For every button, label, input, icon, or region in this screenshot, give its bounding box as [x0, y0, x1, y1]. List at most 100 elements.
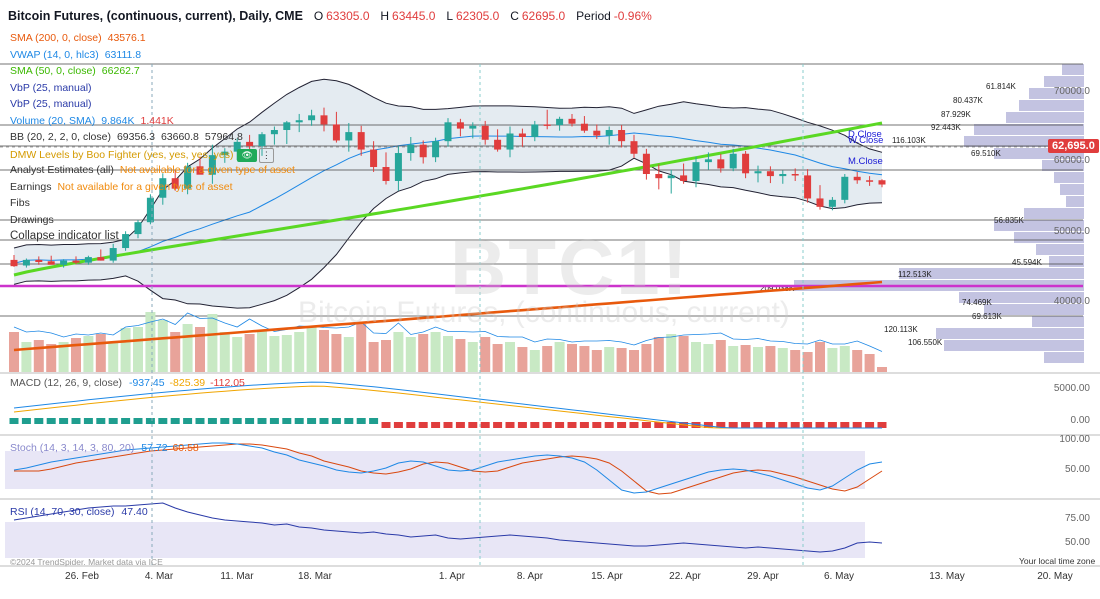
low-value: 62305.0 — [455, 9, 500, 23]
indicator-vbp-1[interactable]: VbP (25, manual) — [10, 82, 295, 99]
macd-label: MACD (12, 26, 9, close) — [10, 377, 123, 389]
macd-legend[interactable]: MACD (12, 26, 9, close) -937.45 -825.39 … — [10, 377, 245, 390]
macd-histogram-bar — [852, 422, 862, 428]
vbp-label: 69.613K — [972, 312, 1002, 321]
volume-bar — [108, 342, 119, 372]
y-tick-70000: 70000.0 — [1053, 86, 1090, 97]
vbp-label: 209.038K — [760, 284, 795, 293]
indicator-sma200[interactable]: SMA (200, 0, close) 43576.1 — [10, 32, 295, 49]
volume-bar — [467, 342, 478, 372]
indicator-volume-value-2: 1.441K — [140, 114, 174, 127]
volume-bar — [170, 332, 181, 372]
volume-bar — [728, 346, 739, 372]
indicator-volume-value: 9.864K — [101, 114, 135, 127]
indicator-sma200-label: SMA (200, 0, close) — [10, 32, 102, 44]
candle-body — [10, 259, 18, 267]
m-close-label: M.Close — [848, 156, 883, 167]
stoch-tick-50: 50.00 — [1064, 464, 1090, 475]
macd-value-1: -937.45 — [128, 377, 165, 389]
x-tick-26-feb: 26. Feb — [65, 571, 99, 582]
close-label: C — [510, 9, 519, 23]
macd-histogram-bar — [269, 418, 279, 424]
candle-body — [394, 153, 402, 181]
vbp-label: 120.113K — [884, 325, 918, 334]
indicator-bb[interactable]: BB (20, 2, 2, 0, close) 69356.3 63660.8 579… — [10, 131, 295, 148]
volume-bar — [21, 342, 32, 372]
indicator-sma50[interactable]: SMA (50, 0, close) 66262.7 — [10, 65, 295, 82]
macd-histogram-bar — [691, 422, 701, 428]
x-tick-8-apr: 8. Apr — [516, 571, 544, 582]
macd-histogram-bar — [865, 422, 875, 428]
stoch-legend[interactable]: Stoch (14, 3, 14, 3, 80, 20) 57.72 60.58 — [10, 442, 199, 455]
candle-body — [407, 144, 415, 154]
candle-body — [853, 176, 861, 181]
candle-body — [481, 125, 489, 140]
macd-histogram-bar — [294, 418, 304, 424]
indicator-earnings[interactable]: Earnings Not available for a given type o… — [10, 181, 295, 198]
vbp-bar — [984, 304, 1084, 315]
eye-icon[interactable]: 👁 — [237, 148, 257, 162]
candle-body — [717, 159, 725, 169]
volume-bar — [232, 337, 243, 372]
candle-body — [456, 122, 464, 129]
chart-header: Bitcoin Futures, (continuous, current), … — [8, 10, 652, 24]
candle-body — [134, 222, 142, 235]
rsi-legend[interactable]: RSI (14, 70, 30, close) 47.40 — [10, 506, 148, 519]
macd-histogram-bar — [579, 422, 589, 428]
macd-histogram-bar — [344, 418, 354, 424]
indicator-sma200-value: 43576.1 — [107, 32, 146, 44]
candle-body — [258, 134, 266, 147]
macd-histogram-bar — [319, 418, 329, 424]
timezone-label[interactable]: Your local time zone — [1019, 556, 1096, 566]
indicator-fibs[interactable]: Fibs — [10, 197, 30, 209]
volume-bar — [443, 336, 453, 372]
candle-body — [109, 248, 117, 261]
indicator-vbp-2-label: VbP (25, manual) — [10, 98, 92, 110]
candle-body — [370, 149, 378, 168]
collapse-indicator-list[interactable]: Collapse indicator list — [10, 230, 119, 242]
candle-body — [159, 178, 167, 198]
volume-bar — [852, 350, 863, 372]
vbp-bar — [1060, 184, 1084, 195]
macd-histogram-bar — [108, 418, 118, 424]
macd-histogram-bar — [232, 418, 242, 424]
vbp-bar — [1029, 88, 1084, 99]
low-label: L — [446, 9, 454, 23]
volume-bar — [864, 354, 875, 372]
volume-bar — [715, 340, 726, 372]
pane-backgrounds — [0, 372, 1100, 567]
indicator-vwap[interactable]: VWAP (14, 0, hlc3) 63111.8 — [10, 49, 295, 66]
volume-bar — [591, 350, 602, 372]
high-label: H — [380, 9, 390, 23]
indicator-analyst[interactable]: Analyst Estimates (all) Not available for… — [10, 164, 295, 181]
vbp-bar — [1006, 112, 1084, 123]
vbp-label: 92.443K — [931, 123, 961, 132]
indicator-volume-label: Volume (20, SMA) — [10, 114, 96, 127]
candle-body — [146, 197, 154, 223]
candle-body — [556, 118, 564, 126]
macd-histogram-bar — [381, 422, 391, 428]
candle-body — [22, 259, 30, 266]
macd-histogram-bar — [629, 422, 639, 428]
volume-bar — [120, 328, 131, 372]
macd-histogram-bar — [703, 422, 713, 428]
macd-histogram-bar — [121, 418, 131, 424]
indicator-bb-value-3: 57964.8 — [204, 131, 243, 143]
indicator-analyst-warning: Not available for a given type of asset — [119, 164, 295, 176]
vbp-bar — [1062, 64, 1084, 75]
volume-bar — [343, 337, 354, 372]
candle-body — [804, 175, 812, 199]
indicator-dmw[interactable]: DMW Levels by Boo Fighter (yes, yes, yes… — [10, 147, 295, 165]
macd-histogram-bar — [555, 422, 565, 428]
d-close-label: D.Close — [848, 129, 882, 140]
indicator-volume[interactable]: Volume (20, SMA) 9.864K 1.441K — [10, 115, 295, 132]
macd-histogram-bar — [393, 422, 403, 428]
candle-body — [60, 260, 68, 265]
vbp-label: 45.594K — [1012, 258, 1042, 267]
indicator-vbp-2[interactable]: VbP (25, manual) — [10, 98, 295, 115]
more-menu-icon[interactable]: ⋮ — [258, 147, 274, 163]
candle-body — [357, 132, 365, 150]
indicator-bb-label: BB (20, 2, 2, 0, close) — [10, 131, 111, 143]
indicator-drawings[interactable]: Drawings — [10, 213, 54, 226]
